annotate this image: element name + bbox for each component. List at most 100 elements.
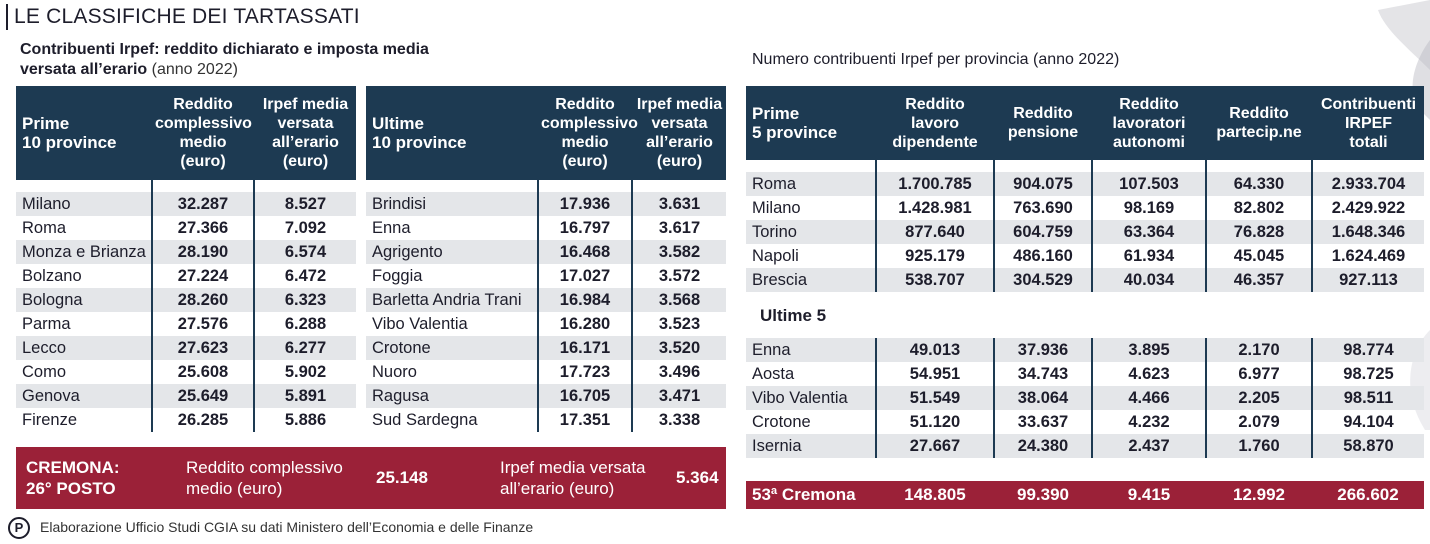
province-name: Barletta Andria Trani bbox=[366, 288, 538, 312]
province-name: Aosta bbox=[752, 364, 795, 383]
province-name: Bolzano bbox=[22, 266, 82, 285]
table-cell: 46.357 bbox=[1205, 268, 1312, 292]
table-cell: 17.723 bbox=[537, 360, 632, 384]
table-cell: 2.205 bbox=[1205, 386, 1312, 410]
col-header: Reddito complessivo medio (euro) bbox=[151, 86, 254, 180]
province-name: Crotone bbox=[752, 412, 811, 431]
table-cell: 16.280 bbox=[537, 312, 632, 336]
province-name: Bologna bbox=[16, 288, 152, 312]
table-cell: 2.079 bbox=[1205, 410, 1312, 434]
col-header: Irpef media versata all’erario (euro) bbox=[253, 86, 356, 180]
table-row: Isernia 27.667 24.380 2.437 1.760 58.870 bbox=[746, 434, 1424, 458]
table-cell: 3.572 bbox=[631, 264, 726, 288]
table-cell: 3.523 bbox=[631, 312, 726, 336]
provinces-taxpayers-table: Prime 5 province Reddito lavoro dipendente … bbox=[746, 86, 1424, 292]
table-row: Milano 32.287 8.527 bbox=[16, 192, 356, 216]
left-subtitle: Contribuenti Irpef: reddito dichiarato e… bbox=[20, 41, 429, 78]
table-row: Napoli 925.179 486.160 61.934 45.045 1.624.46… bbox=[746, 244, 1424, 268]
table-cell: 304.529 bbox=[993, 268, 1092, 292]
table-cell: 6.288 bbox=[253, 312, 356, 336]
province-name: Firenze bbox=[22, 410, 78, 429]
table-cell: 5.891 bbox=[253, 384, 356, 408]
province-name: Vibo Valentia bbox=[372, 314, 468, 333]
province-name: Vibo Valentia bbox=[746, 386, 876, 410]
table-cell: 25.608 bbox=[151, 360, 254, 384]
cremona-income-label: Reddito complessivo medio (euro) bbox=[186, 458, 343, 498]
table-cell: 98.169 bbox=[1091, 196, 1206, 220]
bottom10-provinces-table: Ultime 10 province Reddito complessivo medi… bbox=[366, 86, 726, 432]
page-title: LE CLASSIFICHE DEI TARTASSATI bbox=[6, 4, 360, 30]
table-cell: 4.466 bbox=[1091, 386, 1206, 410]
table-cell: 40.034 bbox=[1091, 268, 1206, 292]
table-cell: 61.934 bbox=[1091, 244, 1206, 268]
table-cell: 3.496 bbox=[631, 360, 726, 384]
province-name: Nuoro bbox=[372, 362, 417, 381]
table-row: Foggia 17.027 3.572 bbox=[366, 264, 726, 288]
cremona-cell: 99.390 bbox=[1017, 485, 1069, 504]
table-cell: 1.700.785 bbox=[875, 172, 994, 196]
province-name: Milano bbox=[752, 198, 801, 217]
table-cell: 28.260 bbox=[151, 288, 254, 312]
cremona-cell: 266.602 bbox=[1337, 485, 1399, 504]
last5-provinces-table: Enna 49.013 37.936 3.895 2.170 98.774 Aosta 54.… bbox=[746, 338, 1424, 458]
col-header: Prime 10 province bbox=[16, 86, 152, 180]
province-name: Crotone bbox=[366, 336, 538, 360]
cremona-cell: 12.992 bbox=[1233, 485, 1285, 504]
table-cell: 37.936 bbox=[993, 338, 1092, 362]
table-row: Agrigento 16.468 3.582 bbox=[366, 240, 726, 264]
table-row: Brescia 538.707 304.529 40.034 46.357 927.113 bbox=[746, 268, 1424, 292]
table-cell: 3.471 bbox=[631, 384, 726, 408]
table-cell: 1.648.346 bbox=[1311, 220, 1424, 244]
province-name: Napoli bbox=[752, 246, 799, 265]
table-row: Como 25.608 5.902 bbox=[16, 360, 356, 384]
col-header: Reddito pensione bbox=[993, 86, 1092, 160]
table-row: Nuoro 17.723 3.496 bbox=[366, 360, 726, 384]
table-cell: 3.631 bbox=[631, 192, 726, 216]
table-row: Parma 27.576 6.288 bbox=[16, 312, 356, 336]
table-cell: 1.760 bbox=[1205, 434, 1312, 458]
table-row: Ragusa 16.705 3.471 bbox=[366, 384, 726, 408]
top10-provinces-table: Prime 10 province Reddito complessivo medio… bbox=[16, 86, 356, 432]
province-name: Monza e Brianza bbox=[16, 240, 152, 264]
table-cell: 604.759 bbox=[993, 220, 1092, 244]
table-row: Bolzano 27.224 6.472 bbox=[16, 264, 356, 288]
province-name: Enna bbox=[372, 218, 411, 237]
table-cell: 904.075 bbox=[993, 172, 1092, 196]
table-row: Barletta Andria Trani 16.984 3.568 bbox=[366, 288, 726, 312]
table-cell: 6.472 bbox=[253, 264, 356, 288]
table-cell: 82.802 bbox=[1205, 196, 1312, 220]
table-row: Vibo Valentia 16.280 3.523 bbox=[366, 312, 726, 336]
table-cell: 16.705 bbox=[537, 384, 632, 408]
province-name: Torino bbox=[746, 220, 876, 244]
table-cell: 16.984 bbox=[537, 288, 632, 312]
table-cell: 16.797 bbox=[537, 216, 632, 240]
table-cell: 33.637 bbox=[993, 410, 1092, 434]
table-cell: 3.338 bbox=[631, 408, 726, 432]
table-cell: 3.520 bbox=[631, 336, 726, 360]
cremona-rank-label: CREMONA: 26° POSTO bbox=[26, 458, 120, 498]
col-header: Reddito complessivo medio (euro) bbox=[537, 86, 638, 180]
cremona-cell: 148.805 bbox=[904, 485, 966, 504]
province-name: Agrigento bbox=[366, 240, 538, 264]
table-cell: 763.690 bbox=[993, 196, 1092, 220]
table-row: Monza e Brianza 28.190 6.574 bbox=[16, 240, 356, 264]
table-row: Lecco 27.623 6.277 bbox=[16, 336, 356, 360]
table-cell: 2.437 bbox=[1091, 434, 1206, 458]
province-name: Roma bbox=[22, 218, 67, 237]
table-cell: 6.323 bbox=[253, 288, 356, 312]
province-name: Parma bbox=[22, 314, 71, 333]
cremona-irpef-label: Irpef media versata all’erario (euro) bbox=[500, 458, 646, 498]
province-name: Genova bbox=[16, 384, 152, 408]
cremona-cell: 9.415 bbox=[1127, 485, 1171, 504]
table-row: Roma 27.366 7.092 bbox=[16, 216, 356, 240]
table-row: Crotone 51.120 33.637 4.232 2.079 94.104 bbox=[746, 410, 1424, 434]
col-header: Reddito lavoro dipendente bbox=[875, 86, 994, 160]
cremona-rank: 53ª Cremona bbox=[752, 485, 856, 504]
table-cell: 27.667 bbox=[875, 434, 994, 458]
table-row: Brindisi 17.936 3.631 bbox=[366, 192, 726, 216]
col-header: Ultime 10 province bbox=[366, 86, 538, 180]
province-name: Ragusa bbox=[366, 384, 538, 408]
table-row: Genova 25.649 5.891 bbox=[16, 384, 356, 408]
province-name: Isernia bbox=[746, 434, 876, 458]
table-cell: 1.624.469 bbox=[1311, 244, 1424, 268]
